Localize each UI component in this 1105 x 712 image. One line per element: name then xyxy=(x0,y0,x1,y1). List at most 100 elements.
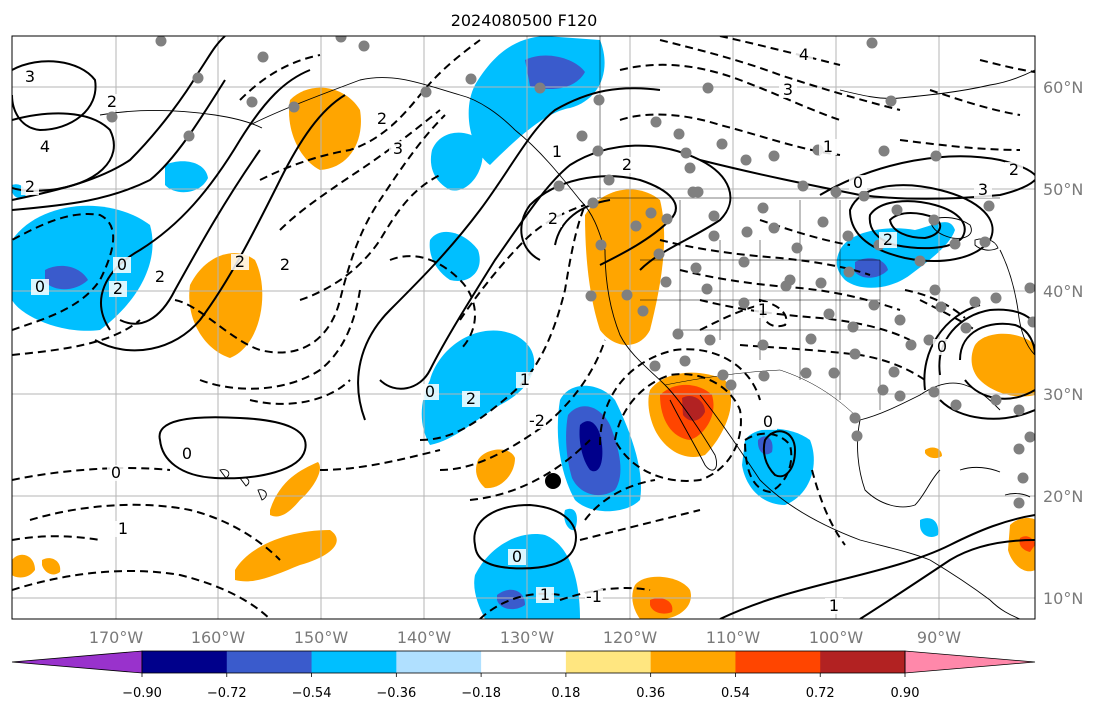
station-dot xyxy=(885,95,897,107)
station-dot xyxy=(257,51,269,63)
contour-label-bg xyxy=(109,281,127,297)
station-dot xyxy=(894,390,906,402)
contour-label-bg xyxy=(462,391,480,407)
observation-markers xyxy=(106,36,1035,509)
longitude-label: 120°W xyxy=(603,628,658,647)
contour-label: 1 xyxy=(829,596,839,615)
contour-label-bg xyxy=(879,232,897,248)
contour-label-bg xyxy=(276,257,294,273)
contour-label-bg xyxy=(933,339,951,355)
station-dot xyxy=(653,248,665,260)
station-dot xyxy=(990,292,1002,304)
station-dot xyxy=(740,154,752,166)
station-dot xyxy=(680,147,692,159)
contour-label: 4 xyxy=(40,137,50,156)
negative-contours xyxy=(12,36,1035,619)
colorbar-segment xyxy=(311,651,397,673)
contour-label: 0 xyxy=(853,173,863,192)
station-dot xyxy=(969,296,981,308)
station-dot xyxy=(553,180,565,192)
contour-label: 2 xyxy=(548,209,558,228)
colorbar-segment xyxy=(650,651,736,673)
map-title: 2024080500 F120 xyxy=(451,11,598,30)
colorbar-tick-label: 0.18 xyxy=(551,686,580,701)
station-dot xyxy=(849,412,861,424)
station-dot xyxy=(1013,497,1025,509)
station-dot xyxy=(704,334,716,346)
station-dot xyxy=(868,299,880,311)
station-dot xyxy=(725,379,737,391)
contour-label-bg xyxy=(114,521,132,537)
contour-label: 0 xyxy=(763,412,773,431)
station-dot xyxy=(878,145,890,157)
station-dot xyxy=(851,430,863,442)
contour-label: 0 xyxy=(111,463,121,482)
contour-label: 2 xyxy=(883,230,893,249)
longitude-label: 150°W xyxy=(294,628,349,647)
longitude-label: 110°W xyxy=(706,628,761,647)
latitude-label: 10°N xyxy=(1043,589,1083,608)
colorbar-segment xyxy=(565,651,652,673)
station-dot xyxy=(603,174,615,186)
station-dot xyxy=(858,190,870,202)
colorbar-tick-labels: −0.90 −0.72 −0.54 −0.36 −0.18 0.18 0.36 0.54 0.7… xyxy=(122,673,919,701)
station-dot xyxy=(716,138,728,150)
anomaly-shading xyxy=(12,36,1035,619)
station-dot xyxy=(106,111,118,123)
station-dot xyxy=(690,262,702,274)
station-dot xyxy=(576,130,588,142)
contour-label-bg xyxy=(585,589,603,605)
longitude-label: 140°W xyxy=(397,628,452,647)
station-dot xyxy=(928,214,940,226)
contour-label: 2 xyxy=(280,255,290,274)
station-dot xyxy=(815,277,827,289)
station-dot xyxy=(246,96,258,108)
tc-position-marker xyxy=(545,473,561,489)
station-dot xyxy=(358,40,370,52)
station-dot xyxy=(534,82,546,94)
station-dot xyxy=(717,369,729,381)
colorbar-tick-label: −0.72 xyxy=(207,686,247,701)
contour-label: 1 xyxy=(758,300,768,319)
station-dot xyxy=(928,386,940,398)
contour-label: 0 xyxy=(425,382,435,401)
contour-label: 2 xyxy=(25,177,35,196)
contour-label: 2 xyxy=(622,155,632,174)
station-dot xyxy=(949,238,961,250)
contour-label: 2 xyxy=(155,267,165,286)
station-dot xyxy=(687,186,699,198)
colorbar-tick-label: 0.54 xyxy=(721,686,750,701)
contour-label-bg xyxy=(178,446,196,462)
station-dot xyxy=(708,230,720,242)
contour-label: 4 xyxy=(799,45,809,64)
contour-label-bg xyxy=(759,414,777,430)
station-dot xyxy=(828,367,840,379)
station-dot xyxy=(800,367,812,379)
contour-label-bg xyxy=(373,111,391,127)
contour-label-bg xyxy=(107,465,125,481)
station-dot xyxy=(1013,404,1025,416)
station-dot xyxy=(1017,472,1029,484)
contour-label: 3 xyxy=(25,67,35,86)
station-dot xyxy=(979,236,991,248)
contour-label: -1 xyxy=(586,587,602,606)
station-dot xyxy=(183,130,195,142)
station-dot xyxy=(595,239,607,251)
colorbar-segment xyxy=(820,651,906,673)
colorbar-tick-label: −0.54 xyxy=(292,686,332,701)
station-dot xyxy=(684,162,696,174)
station-dot xyxy=(842,230,854,242)
contour-label: 2 xyxy=(113,279,123,298)
station-dot xyxy=(741,226,753,238)
contour-label-bg xyxy=(548,144,566,160)
station-dot xyxy=(593,94,605,106)
contour-label-bg xyxy=(974,182,992,198)
station-dot xyxy=(905,339,917,351)
station-dot xyxy=(817,216,829,228)
station-dot xyxy=(649,360,661,372)
coastlines xyxy=(99,69,1035,619)
station-dot xyxy=(702,82,714,94)
station-dot xyxy=(738,256,750,268)
